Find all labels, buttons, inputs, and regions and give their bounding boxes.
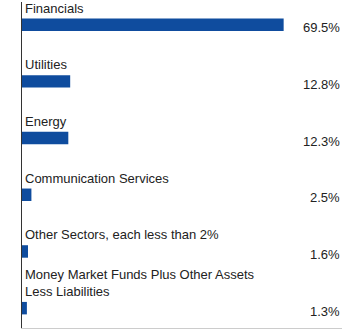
svg-text:Communication Services: Communication Services <box>25 171 169 186</box>
svg-text:1.6%: 1.6% <box>310 247 340 262</box>
svg-text:69.5%: 69.5% <box>303 20 340 35</box>
svg-text:2.5%: 2.5% <box>310 190 340 205</box>
svg-text:12.3%: 12.3% <box>303 134 340 149</box>
svg-text:Energy: Energy <box>25 114 67 129</box>
svg-text:12.8%: 12.8% <box>303 77 340 92</box>
svg-text:Financials: Financials <box>25 1 84 16</box>
svg-text:Other Sectors, each less than: Other Sectors, each less than 2% <box>25 227 219 242</box>
svg-text:Money Market Funds Plus Other: Money Market Funds Plus Other AssetsLess… <box>25 267 255 299</box>
svg-text:Utilities: Utilities <box>25 57 67 72</box>
svg-text:1.3%: 1.3% <box>310 304 340 319</box>
